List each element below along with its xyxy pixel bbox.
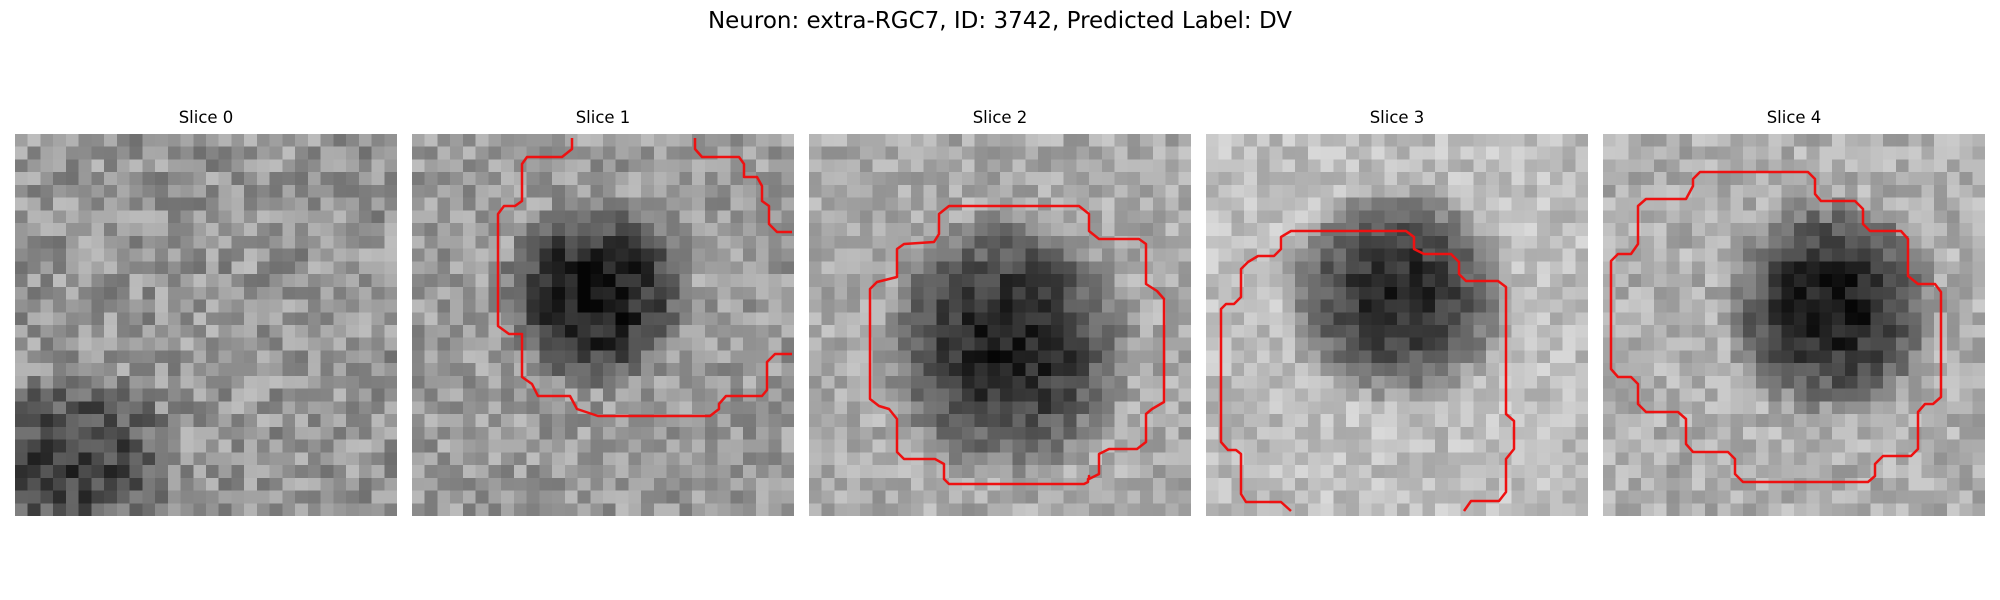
slice-4-contour xyxy=(1609,170,1943,484)
slice-2-overlay xyxy=(868,204,1166,486)
slice-0-panel: Slice 0 xyxy=(15,108,397,516)
slice-2-panel: Slice 2 xyxy=(809,108,1191,516)
slice-0-overlay xyxy=(15,134,397,516)
slice-4-grayscale-image xyxy=(1603,134,1985,516)
slice-4-overlay xyxy=(1609,170,1943,484)
slice-1-panel: Slice 1 xyxy=(412,108,794,516)
slice-4-title: Slice 4 xyxy=(1766,108,1822,127)
figure-title: Neuron: extra-RGC7, ID: 3742, Predicted … xyxy=(707,8,1293,34)
slice-1-contour-main xyxy=(496,138,792,418)
slice-0-title: Slice 0 xyxy=(178,108,234,127)
slice-2-title: Slice 2 xyxy=(972,108,1028,127)
slice-2-grayscale-image xyxy=(809,134,1191,516)
slice-3-overlay xyxy=(1219,229,1516,512)
slice-4-panel: Slice 4 xyxy=(1603,108,1985,516)
slice-0-grayscale-image xyxy=(15,134,397,516)
slice-1-overlay xyxy=(496,138,792,418)
slice-1-contour-corner xyxy=(693,138,792,234)
slice-3-image xyxy=(1206,134,1588,516)
slice-1-image xyxy=(412,134,794,516)
slice-2-image xyxy=(809,134,1191,516)
slice-3-title: Slice 3 xyxy=(1369,108,1425,127)
slice-3-panel: Slice 3 xyxy=(1206,108,1588,516)
slice-0-image xyxy=(15,134,397,516)
slice-3-grayscale-image xyxy=(1206,134,1588,516)
slice-1-title: Slice 1 xyxy=(575,108,631,127)
slice-1-grayscale-image xyxy=(412,134,794,516)
slice-2-contour xyxy=(868,204,1166,486)
slice-3-contour xyxy=(1219,229,1516,512)
slice-4-image xyxy=(1603,134,1985,516)
